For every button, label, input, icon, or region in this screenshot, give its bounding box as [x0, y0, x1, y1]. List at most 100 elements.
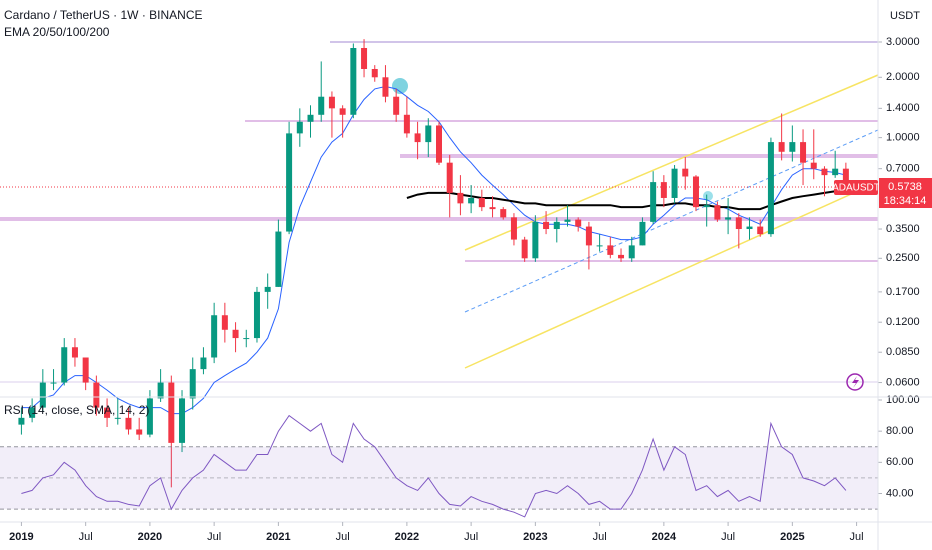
chart-title: Cardano / TetherUS · 1W · BINANCE: [4, 8, 203, 22]
y-tick-label: 1.4000: [886, 102, 920, 114]
candle-body: [543, 221, 550, 230]
y-tick-label: 40.00: [886, 487, 914, 499]
candle-body: [114, 417, 121, 419]
rsi-label: RSI (14, close, SMA, 14, 2): [4, 403, 149, 417]
candle-body: [264, 286, 271, 292]
candle-body: [136, 429, 143, 435]
rsi-line: [21, 414, 847, 518]
y-tick-label: 0.3500: [886, 223, 920, 235]
candle-body: [489, 207, 496, 210]
y-tick-label: 0.0600: [886, 376, 920, 388]
y-tick-label: 0.2500: [886, 252, 920, 264]
candle-body: [800, 142, 807, 163]
candle-body: [810, 162, 817, 169]
candle-body: [125, 417, 132, 430]
candle-body: [575, 219, 582, 227]
indicator-label: EMA 20/50/100/200: [4, 25, 110, 39]
candle-body: [778, 142, 785, 152]
y-tick-label: 60.00: [886, 456, 914, 468]
candle-body: [307, 114, 314, 122]
symbol-badge: [834, 180, 878, 195]
candle-body: [93, 382, 100, 408]
candle-body: [832, 168, 839, 176]
candle-body: [371, 68, 378, 78]
x-tick-label: Jul: [79, 531, 93, 543]
candle-body: [286, 133, 293, 232]
y-tick-label: 0.0850: [886, 346, 920, 358]
ema-line: [21, 85, 847, 415]
candle-body: [468, 197, 475, 204]
candle-body: [746, 226, 753, 230]
candle-body: [275, 231, 282, 287]
candle-body: [328, 96, 335, 109]
y-tick-label: 1.0000: [886, 132, 920, 144]
candle-body: [361, 48, 368, 69]
candle-body: [211, 315, 218, 358]
candle-body: [510, 217, 517, 240]
candle-body: [382, 77, 389, 97]
candle-body: [253, 291, 260, 339]
countdown: 18:34:14: [884, 195, 927, 207]
candle-body: [82, 357, 89, 383]
candle-body: [767, 142, 774, 235]
y-tick-label: 100.00: [886, 394, 920, 406]
candle-body: [446, 162, 453, 193]
channel-mid: [464, 129, 879, 313]
y-tick-label: 0.7000: [886, 163, 920, 175]
candle-body: [564, 219, 571, 222]
candle-body: [221, 315, 228, 330]
x-tick-label: 2020: [138, 531, 162, 543]
x-tick-label: 2025: [780, 531, 804, 543]
candle-body: [403, 114, 410, 134]
candle-body: [628, 245, 635, 259]
rsi-pane: 100.00 80.00 60.00 40.00: [0, 394, 920, 518]
alert-bolt[interactable]: [852, 376, 859, 388]
candle-body: [168, 382, 175, 443]
price-badge: [879, 178, 932, 208]
candle-body: [682, 168, 689, 177]
x-tick-label: Jul: [207, 531, 221, 543]
candle-body: [414, 133, 421, 143]
candle-body: [607, 245, 614, 255]
candle-body: [457, 192, 464, 204]
candle-body: [179, 398, 186, 443]
y-tick-label: 0.1200: [886, 316, 920, 328]
x-tick-label: 2019: [9, 531, 33, 543]
candle-body: [425, 125, 432, 143]
candle-body: [50, 382, 57, 384]
candle-body: [500, 209, 507, 218]
candle-body: [189, 369, 196, 399]
channel-lower: [464, 181, 879, 369]
candle-body: [157, 382, 164, 399]
candle-body: [318, 96, 325, 115]
price-labels: ADAUSDT 0.5738 18:34:14: [832, 178, 932, 208]
candle-body: [692, 176, 699, 208]
alert-icon[interactable]: [846, 373, 864, 391]
candle-body: [725, 217, 732, 220]
alert-circle[interactable]: [846, 373, 864, 391]
y-tick-label: 80.00: [886, 425, 914, 437]
candle-body: [660, 182, 667, 198]
candle-body: [39, 382, 46, 408]
unit-label: USDT: [890, 10, 920, 22]
candle-body: [436, 125, 442, 163]
y-tick-label: 3.0000: [886, 36, 920, 48]
marker: [703, 191, 713, 201]
candle-body: [29, 407, 36, 418]
x-tick-label: 2023: [523, 531, 547, 543]
candle-body: [714, 205, 721, 220]
candle-body: [243, 338, 250, 340]
candle-body: [821, 168, 828, 176]
candle-body: [553, 221, 560, 230]
candle-body: [789, 142, 796, 152]
candle-body: [703, 205, 710, 208]
candle-body: [671, 168, 678, 198]
price-pane: 3.0000 2.0000 1.4000 1.0000 0.7000 0.3500 0.25…: [18, 36, 920, 488]
candle-body: [146, 398, 153, 435]
candle-body: [393, 96, 400, 115]
candle-body: [61, 347, 68, 383]
x-tick-label: 2021: [266, 531, 290, 543]
y-tick-label: 0.1700: [886, 286, 920, 298]
